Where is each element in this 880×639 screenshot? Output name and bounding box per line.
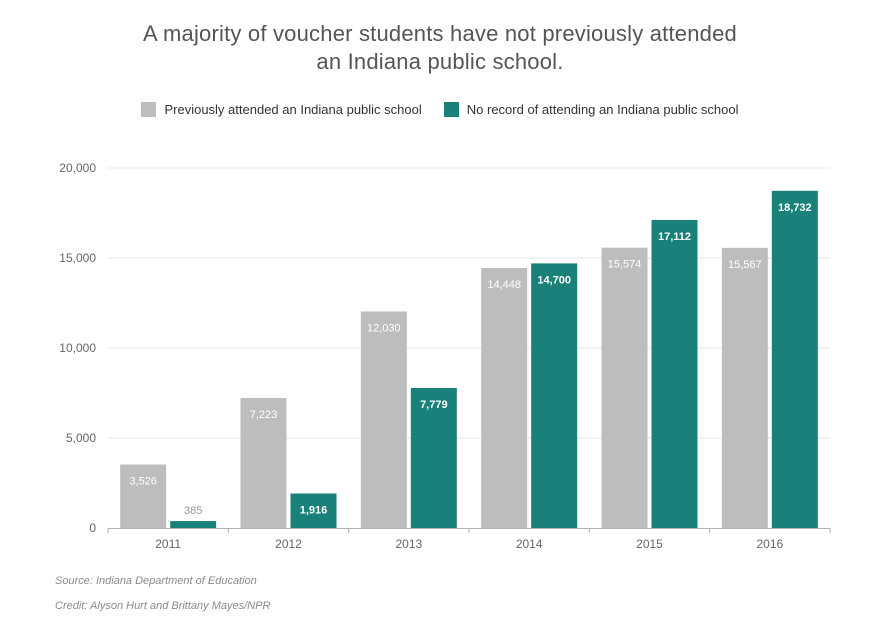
bar-no-record-2016 [771, 190, 818, 528]
legend-swatch-gray [141, 102, 157, 117]
x-tick-label: 2012 [275, 537, 302, 551]
legend-item-previously-attended: Previously attended an Indiana public sc… [141, 102, 422, 117]
x-tick-label: 2014 [516, 537, 543, 551]
bar-value-label: 14,448 [487, 279, 521, 291]
x-tick-label: 2013 [395, 537, 422, 551]
bar-value-label: 12,030 [367, 322, 401, 334]
chart-title-line-1: A majority of voucher students have not … [143, 21, 737, 46]
bar-value-label: 15,567 [728, 259, 762, 271]
bar-value-label: 15,574 [608, 259, 642, 271]
bar-previously-attended-2013 [360, 311, 407, 528]
bar-value-label: 17,112 [658, 231, 691, 243]
bar-value-label: 385 [184, 505, 202, 517]
y-tick-label: 15,000 [59, 251, 96, 265]
legend-item-no-record: No record of attending an Indiana public… [443, 102, 739, 117]
x-tick-label: 2016 [756, 537, 783, 551]
y-axis: 0 5,000 10,000 15,000 20,000 [59, 161, 96, 535]
bar-no-record-2012 [290, 493, 337, 528]
x-axis: 2011 2012 2013 2014 2015 2016 [107, 528, 831, 551]
bar-previously-attended-2012 [240, 397, 287, 528]
chart-title: A majority of voucher students have not … [0, 20, 880, 76]
bars: 3,526 385 7,223 1,916 12,030 7,779 14,448 14,70… [120, 190, 818, 528]
bar-previously-attended-2016 [721, 247, 768, 528]
legend-label-no-record: No record of attending an Indiana public… [466, 102, 739, 117]
bar-no-record-2014 [531, 263, 578, 528]
bar-value-label: 7,779 [420, 399, 448, 411]
bar-value-label: 14,700 [537, 274, 571, 286]
y-tick-label: 0 [89, 521, 96, 535]
legend-label-previously-attended: Previously attended an Indiana public sc… [164, 102, 422, 117]
chart-title-line-2: an Indiana public school. [316, 49, 564, 74]
bar-no-record-2011 [170, 521, 217, 528]
bar-no-record-2013 [410, 387, 457, 528]
bar-no-record-2015 [651, 219, 698, 528]
x-tick-label: 2015 [636, 537, 663, 551]
x-tick-label: 2011 [155, 537, 181, 551]
gridlines [108, 167, 830, 439]
y-tick-label: 5,000 [66, 431, 96, 445]
source-note: Source: Indiana Department of Education [55, 575, 257, 587]
bar-previously-attended-2015 [601, 247, 648, 528]
bar-value-label: 3,526 [129, 476, 157, 488]
bar-value-label: 7,223 [250, 409, 278, 421]
bar-value-label: 18,732 [778, 202, 812, 214]
legend: Previously attended an Indiana public sc… [0, 102, 880, 117]
credit-note: Credit: Alyson Hurt and Brittany Mayes/N… [55, 600, 271, 612]
legend-swatch-teal [443, 102, 459, 117]
y-tick-label: 10,000 [59, 341, 96, 355]
bar-value-label: 1,916 [300, 505, 328, 517]
y-tick-label: 20,000 [59, 161, 96, 175]
bar-previously-attended-2011 [120, 464, 167, 528]
bar-previously-attended-2014 [481, 267, 528, 528]
